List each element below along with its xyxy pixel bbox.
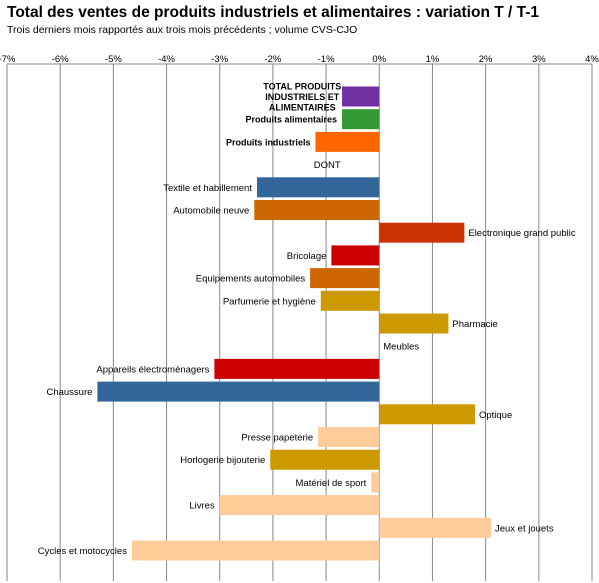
- bar: [254, 200, 380, 220]
- category-label: TOTAL PRODUITS INDUSTRIELS ET ALIMENTAIRES: [263, 82, 341, 113]
- x-tick-label: 0%: [372, 54, 386, 65]
- chart-title: Total des ventes de produits industriels…: [7, 4, 540, 21]
- chart-subtitle: Trois derniers mois rapportés aux trois …: [7, 24, 358, 36]
- category-labels: TOTAL PRODUITS INDUSTRIELS ET ALIMENTAIRES…: [38, 82, 576, 558]
- x-tick-label: -5%: [105, 54, 122, 65]
- bar: [256, 177, 380, 198]
- category-label: Produits industriels: [226, 137, 311, 147]
- category-label: Optique: [479, 410, 512, 421]
- bar: [214, 358, 380, 379]
- bar: [379, 222, 465, 243]
- category-label: Horlogerie bijouterie: [180, 455, 265, 466]
- category-label: Electronique grand public: [468, 228, 575, 239]
- bar: [318, 427, 380, 447]
- bar: [379, 313, 449, 334]
- x-tick-label: -6%: [52, 54, 69, 65]
- bar: [131, 540, 380, 561]
- x-tick-label: 2%: [479, 54, 493, 65]
- category-label: Parfumerie et hygiène: [223, 296, 316, 307]
- category-label: Livres: [189, 501, 215, 512]
- category-label: Bricolage: [287, 251, 327, 262]
- bar: [219, 495, 380, 516]
- x-axis-ticks: -7% -6% -5% -4% -3% -2% -1% 0% 1% 2% 3% 4%: [0, 54, 599, 65]
- x-tick-label: 1%: [426, 54, 440, 65]
- bar: [342, 86, 380, 107]
- bar: [310, 268, 380, 289]
- category-label: Matériel de sport: [296, 478, 367, 489]
- x-tick-label: -4%: [158, 54, 175, 65]
- category-label: Textile et habillement: [163, 183, 252, 194]
- category-label: Chaussure: [46, 387, 92, 398]
- category-label: Meubles: [383, 342, 419, 353]
- bar: [342, 109, 380, 130]
- category-label: Automobile neuve: [173, 206, 249, 217]
- x-tick-label: -2%: [264, 54, 281, 65]
- category-label: Cycles et motocycles: [38, 546, 127, 557]
- x-tick-label: 3%: [532, 54, 546, 65]
- gridlines: [6, 63, 593, 581]
- x-tick-label: -7%: [0, 54, 16, 65]
- bar: [320, 290, 380, 311]
- x-tick-label: -3%: [211, 54, 228, 65]
- category-label: Pharmacie: [452, 319, 497, 330]
- bar: [379, 517, 491, 538]
- category-label: Equipements automobiles: [196, 274, 306, 285]
- bar: [270, 449, 380, 470]
- category-label: Appareils électroménagers: [96, 364, 209, 375]
- bar: [379, 404, 475, 425]
- bar: [371, 472, 380, 493]
- category-label: Jeux et jouets: [495, 523, 554, 534]
- x-tick-label: -1%: [318, 54, 335, 65]
- bars: [97, 86, 491, 561]
- category-label: DONT: [314, 160, 341, 171]
- x-tick-label: 4%: [585, 54, 599, 65]
- category-label: Presse papeterie: [241, 433, 313, 444]
- bar: [315, 131, 380, 152]
- category-label: Produits alimentaires: [246, 115, 338, 125]
- bar: [331, 245, 380, 266]
- bar: [97, 381, 380, 402]
